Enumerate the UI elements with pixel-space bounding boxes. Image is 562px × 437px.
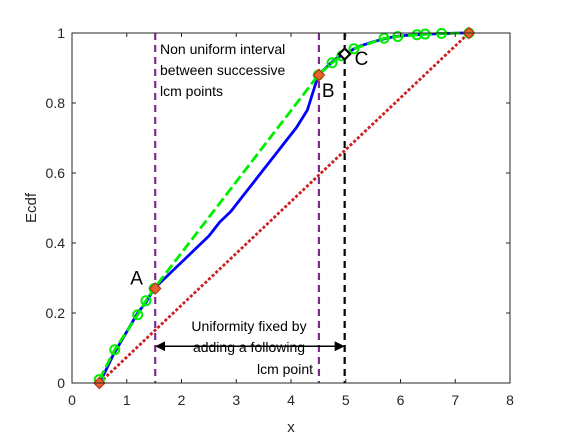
annotation-bottom-line-1: Uniformity fixed by xyxy=(191,318,306,334)
x-tick-label: 6 xyxy=(397,392,405,408)
point-label-b: B xyxy=(322,81,335,102)
lcm-point-marker xyxy=(109,344,121,356)
annotation-top-line-2: between successive xyxy=(160,62,286,78)
x-tick-label: 1 xyxy=(123,392,131,408)
highlight-points xyxy=(93,26,476,390)
point-label-a: A xyxy=(130,269,143,290)
lcm-point-marker xyxy=(392,31,404,42)
highlight-diamond xyxy=(312,68,326,82)
x-tick-label: 7 xyxy=(451,392,459,408)
y-tick-label: 0.8 xyxy=(46,95,66,111)
plot-background xyxy=(72,33,510,383)
annotation-top-line-3: lcm points xyxy=(160,83,223,99)
annotation-bottom-line-3: lcm point xyxy=(257,361,313,377)
lcm-point-marker xyxy=(378,32,390,44)
vertical-lines xyxy=(154,33,346,383)
y-axis-label: Ecdf xyxy=(23,192,40,223)
y-tick-label: 0.2 xyxy=(46,305,66,321)
y-tick-label: 0 xyxy=(57,375,65,391)
highlight-diamond xyxy=(148,282,162,295)
x-tick-label: 5 xyxy=(342,392,350,408)
y-tick-label: 1 xyxy=(57,25,65,41)
lcm-point-marker xyxy=(348,43,360,55)
lcm-point-marker xyxy=(140,295,152,307)
y-tick-label: 0.6 xyxy=(46,165,66,181)
x-tick-label: 8 xyxy=(506,392,514,408)
x-tick-label: 0 xyxy=(68,392,76,408)
y-tick-label: 0.4 xyxy=(46,235,66,251)
point-c-diamond xyxy=(337,46,352,62)
lcm-point-marker xyxy=(132,309,144,321)
x-axis-label: x xyxy=(287,419,295,436)
axis-ticks: 0 1 2 3 4 5 6 7 8 0 0.2 0.4 0.6 0.8 1 xyxy=(46,25,515,408)
x-tick-label: 3 xyxy=(232,392,240,408)
lcm-point-marker xyxy=(326,57,338,69)
x-tick-label: 4 xyxy=(287,392,295,408)
x-tick-label: 2 xyxy=(178,392,186,408)
point-label-c: C xyxy=(355,49,369,70)
lcm-point-marker xyxy=(419,28,431,40)
point-labels: A BC xyxy=(130,49,368,290)
annotation-top-line-1: Non uniform interval xyxy=(160,41,285,57)
